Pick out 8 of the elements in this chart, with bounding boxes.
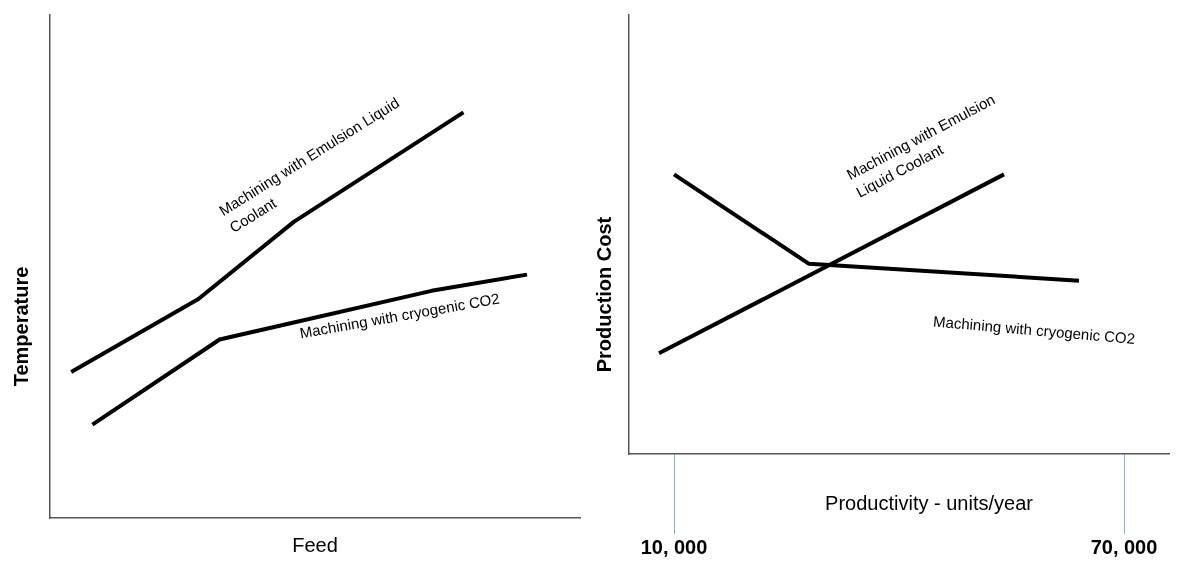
x-tick-label: 10, 000 [640,535,708,558]
y-axis-title: Temperature [9,266,32,387]
text: Machining with cryogenic CO2 [932,312,1136,348]
x-axis-title: Productivity - units/year [825,491,1034,514]
x-axis-title: Feed [292,533,338,556]
text: Machining with cryogenic CO2 [298,289,501,342]
y-axis-title: Production Cost [592,216,615,373]
x-tick-label: 70, 000 [1090,535,1158,558]
